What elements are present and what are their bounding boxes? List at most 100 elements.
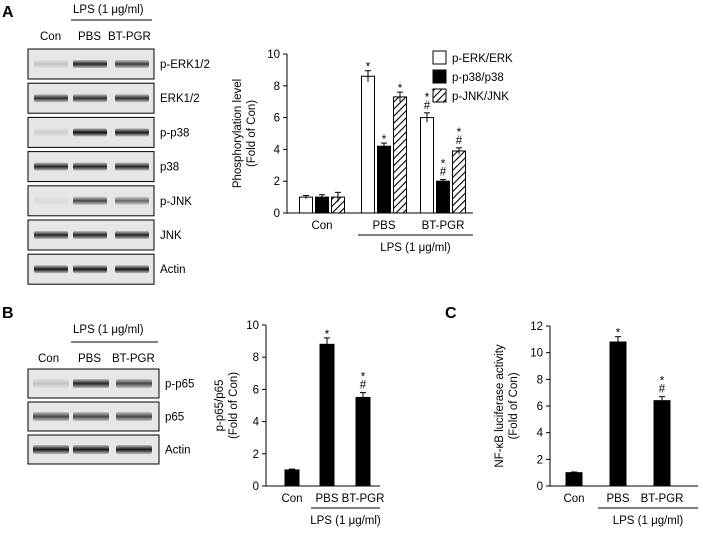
blot-b-lps-header: LPS (1 μg/ml) <box>73 324 144 336</box>
chart-c-y-tick-label: 10 <box>530 348 543 360</box>
blot-band <box>73 128 107 137</box>
chart-a-error-bar <box>365 70 371 82</box>
chart-a-y-tick-label: 2 <box>274 176 280 188</box>
chart-c-error-bar <box>571 471 577 474</box>
chart-b-significance-mark: # <box>360 380 367 392</box>
blot-band <box>115 231 149 239</box>
chart-c-x-tick-label: PBS <box>606 493 629 505</box>
blot-band <box>116 412 152 421</box>
chart-a-y-tick-label: 6 <box>274 113 280 125</box>
blot-b-row: Actin <box>27 434 191 465</box>
chart-b-y-tick-label: 6 <box>253 384 259 396</box>
chart-c-bar <box>565 472 583 487</box>
blot-band <box>73 379 109 388</box>
chart-a-significance-mark: * <box>457 127 462 139</box>
blot-band <box>34 128 68 137</box>
chart-a-significance-mark: * <box>425 92 430 104</box>
blot-band <box>34 231 68 239</box>
blot-band <box>115 94 149 103</box>
chart-a-legend-swatch <box>432 88 447 103</box>
chart-a-bar <box>361 75 375 214</box>
chart-b-error-bar <box>324 337 330 351</box>
chart-c-x-tick-label: Con <box>563 493 584 505</box>
chart-c-y-tick-label: 0 <box>537 481 543 493</box>
chart-a-y-tick-label: 4 <box>274 144 281 156</box>
chart-a-legend-label: p-p38/p38 <box>452 72 504 84</box>
chart-c-error-bar <box>615 336 621 348</box>
chart-a-bar <box>452 150 466 214</box>
blot-band <box>115 196 149 205</box>
blot-band <box>73 94 107 103</box>
chart-b-x-tick-label: BT-PGR <box>342 493 385 505</box>
blot-band <box>73 265 107 274</box>
chart-a-legend-label: p-JNK/JNK <box>452 91 509 103</box>
chart-a-significance-mark: # <box>424 100 431 112</box>
blot-band <box>73 196 107 205</box>
blot-a-lane-btpgr: BT-PGR <box>108 31 151 43</box>
chart-c: 0 2 4 6 8 10 12 NF-κB luciferase activity (Fold … <box>494 321 698 527</box>
chart-c-error-bar <box>659 396 665 405</box>
chart-a-y-tick-label: 10 <box>267 49 280 61</box>
blot-a-row-label: ERK1/2 <box>160 93 200 105</box>
chart-a-legend-item: p-p38/p38 <box>432 69 504 84</box>
blot-band <box>34 162 68 171</box>
chart-a-significance-mark: # <box>456 135 463 147</box>
blot-band <box>73 60 107 68</box>
chart-b-bar <box>355 396 371 487</box>
blot-a-row: p-JNK <box>27 185 192 217</box>
chart-a-error-bar <box>335 191 341 202</box>
chart-a-error-bar <box>424 112 430 123</box>
blot-a-lane-pbs: PBS <box>78 31 101 43</box>
blot-a-row: Actin <box>27 253 186 285</box>
blot-band <box>115 60 149 68</box>
chart-a-legend-swatch <box>432 50 447 65</box>
blot-band <box>73 412 109 421</box>
blot-b-header: LPS (1 μg/ml) Con PBS BT-PGR <box>38 324 158 365</box>
chart-a-bar <box>420 117 434 214</box>
blot-a-row-label: p-p38 <box>160 127 189 139</box>
chart-a-legend-label: p-ERK/ERK <box>452 53 513 65</box>
chart-a-bar <box>377 145 391 214</box>
chart-c-y-tick-label: 6 <box>537 401 543 413</box>
blot-band <box>34 196 68 205</box>
blot-band <box>116 379 152 388</box>
blot-a-header: LPS (1 μg/ml) Con PBS BT-PGR <box>40 4 152 43</box>
blot-a-lane-con: Con <box>40 31 61 43</box>
blot-band <box>33 412 69 421</box>
chart-b-significance-mark: * <box>361 372 366 384</box>
chart-b-lps-group-label: LPS (1 μg/ml) <box>310 515 381 527</box>
chart-a-significance-mark: * <box>398 83 403 95</box>
chart-c-significance-mark: * <box>660 376 665 388</box>
chart-a-significance-mark: * <box>382 134 387 146</box>
chart-b-error-bar <box>360 392 366 403</box>
chart-b: 0 2 4 6 8 10 p-p65/p65 (Fold of Con) Con PBS * BT-P… <box>214 320 384 527</box>
chart-b-x-tick-label: PBS <box>315 493 338 505</box>
blot-b-row-label: Actin <box>165 445 191 457</box>
chart-a-y-tick-label: 8 <box>274 81 280 93</box>
panel-label-c: C <box>445 305 457 322</box>
blot-a: p-ERK1/2 ERK1/2 p-p38 p38 p-JNK JNK Actin <box>27 48 210 285</box>
blot-a-row-label: Actin <box>160 264 186 276</box>
chart-a-error-bar <box>303 195 309 199</box>
chart-c-lps-group-label: LPS (1 μg/ml) <box>613 515 684 527</box>
blot-band <box>34 94 68 103</box>
blot-a-row: p38 <box>27 151 179 183</box>
chart-a-error-bar <box>319 194 325 200</box>
chart-b-x-tick-label: Con <box>281 493 302 505</box>
chart-c-y-tick-label: 4 <box>537 428 544 440</box>
blot-a-row-label: JNK <box>160 230 182 242</box>
chart-b-y-tick-label: 0 <box>253 481 259 493</box>
chart-a-x-tick-label: Con <box>311 220 332 232</box>
blot-b-lane-pbs: PBS <box>78 353 101 365</box>
chart-a-error-bar <box>381 142 387 150</box>
chart-a-bar <box>299 196 313 214</box>
chart-b-y-tick-label: 4 <box>253 417 260 429</box>
chart-c-x-tick-label: BT-PGR <box>641 493 684 505</box>
blot-a-row: JNK <box>27 219 182 251</box>
chart-a-bar <box>436 180 450 214</box>
blot-a-row-label: p-ERK1/2 <box>160 59 210 71</box>
blot-a-row-label: p38 <box>160 162 179 174</box>
blot-b: p-p65 p65 Actin <box>27 368 194 465</box>
chart-a: 0 2 4 6 8 10 Phosphorylation level (Fold of Con… <box>232 49 513 254</box>
